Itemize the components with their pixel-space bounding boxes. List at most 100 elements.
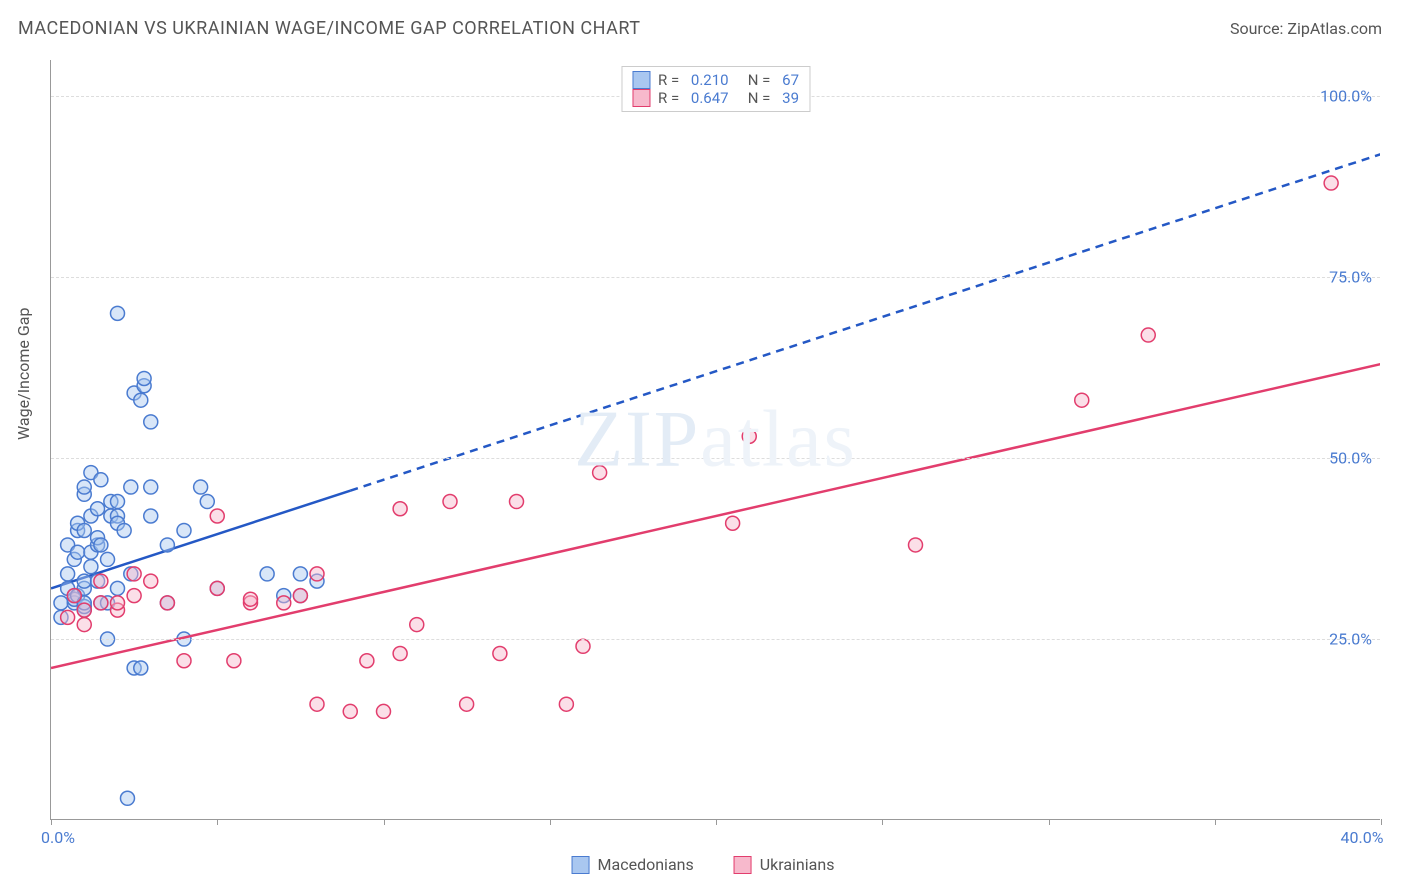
ukrainians-point — [293, 589, 307, 603]
ukrainians-point — [111, 596, 125, 610]
ukrainians-point — [742, 429, 756, 443]
ukrainians-point — [360, 654, 374, 668]
ukrainians-point — [210, 509, 224, 523]
series-swatch — [572, 856, 590, 874]
ukrainians-point — [160, 596, 174, 610]
bottom-legend: Macedonians Ukrainians — [572, 855, 835, 874]
macedonians-point — [177, 523, 191, 537]
r-label: R = — [658, 71, 683, 89]
macedonians-trendline-dashed — [350, 154, 1380, 491]
macedonians-point — [77, 574, 91, 588]
ukrainians-point — [1141, 328, 1155, 342]
x-tick — [882, 819, 883, 825]
ukrainians-point — [77, 618, 91, 632]
ukrainians-point — [61, 610, 75, 624]
legend-label: Ukrainians — [760, 855, 835, 874]
x-tick — [716, 819, 717, 825]
ukrainians-point — [443, 495, 457, 509]
ukrainians-point — [559, 697, 573, 711]
macedonians-point — [84, 560, 98, 574]
scatter-svg — [51, 60, 1380, 819]
macedonians-point — [160, 538, 174, 552]
ukrainians-point — [277, 596, 291, 610]
ukrainians-point — [460, 697, 474, 711]
macedonians-point — [111, 581, 125, 595]
macedonians-point — [91, 502, 105, 516]
ukrainians-point — [127, 589, 141, 603]
x-tick — [1381, 819, 1382, 825]
ukrainians-point — [393, 647, 407, 661]
ukrainians-point — [94, 574, 108, 588]
source-attribution: Source: ZipAtlas.com — [1230, 19, 1382, 38]
ukrainians-point — [94, 596, 108, 610]
macedonians-point — [137, 371, 151, 385]
stats-row: R = 0.210 N = 67 — [632, 71, 799, 89]
macedonians-point — [124, 480, 138, 494]
x-tick — [1215, 819, 1216, 825]
series-swatch — [734, 856, 752, 874]
legend-label: Macedonians — [598, 855, 694, 874]
macedonians-point — [260, 567, 274, 581]
ukrainians-point — [343, 704, 357, 718]
x-tick — [1049, 819, 1050, 825]
ukrainians-point — [1324, 176, 1338, 190]
chart-title: MACEDONIAN VS UKRAINIAN WAGE/INCOME GAP … — [18, 18, 640, 39]
ukrainians-point — [576, 639, 590, 653]
y-axis-label: Wage/Income Gap — [14, 308, 33, 440]
ukrainians-point — [127, 567, 141, 581]
x-tick — [51, 819, 52, 825]
stats-panel: R = 0.210 N = 67R = 0.647 N = 39 — [621, 66, 810, 112]
plot-area: ZIPatlas R = 0.210 N = 67R = 0.647 N = 3… — [50, 60, 1380, 820]
ukrainians-point — [177, 654, 191, 668]
y-tick-label: 25.0% — [1329, 630, 1372, 649]
ukrainians-trendline — [51, 364, 1380, 668]
macedonians-point — [293, 567, 307, 581]
r-label: R = — [658, 89, 683, 107]
n-value: 67 — [782, 71, 799, 89]
macedonians-point — [120, 791, 134, 805]
gridline — [51, 277, 1380, 278]
macedonians-point — [200, 495, 214, 509]
macedonians-point — [117, 523, 131, 537]
macedonians-point — [94, 538, 108, 552]
series-swatch — [632, 89, 650, 107]
macedonians-point — [77, 523, 91, 537]
ukrainians-point — [244, 592, 258, 606]
ukrainians-point — [144, 574, 158, 588]
macedonians-point — [71, 545, 85, 559]
legend-item: Ukrainians — [734, 855, 835, 874]
macedonians-point — [111, 495, 125, 509]
ukrainians-point — [726, 516, 740, 530]
macedonians-point — [101, 552, 115, 566]
x-tick — [550, 819, 551, 825]
ukrainians-point — [593, 466, 607, 480]
ukrainians-point — [227, 654, 241, 668]
y-tick-label: 50.0% — [1329, 449, 1372, 468]
n-label: N = — [737, 89, 775, 107]
y-tick-label: 75.0% — [1329, 268, 1372, 287]
x-tick — [384, 819, 385, 825]
macedonians-point — [94, 473, 108, 487]
stats-row: R = 0.647 N = 39 — [632, 89, 799, 107]
legend-item: Macedonians — [572, 855, 694, 874]
n-value: 39 — [782, 89, 799, 107]
ukrainians-point — [410, 618, 424, 632]
ukrainians-point — [393, 502, 407, 516]
gridline — [51, 639, 1380, 640]
macedonians-point — [144, 415, 158, 429]
ukrainians-point — [1075, 393, 1089, 407]
macedonians-point — [61, 567, 75, 581]
ukrainians-point — [67, 589, 81, 603]
gridline — [51, 458, 1380, 459]
x-tick-label: 0.0% — [41, 828, 75, 847]
ukrainians-point — [377, 704, 391, 718]
r-value: 0.647 — [691, 89, 729, 107]
x-tick — [217, 819, 218, 825]
ukrainians-point — [510, 495, 524, 509]
ukrainians-point — [210, 581, 224, 595]
y-tick-label: 100.0% — [1320, 87, 1372, 106]
ukrainians-point — [77, 603, 91, 617]
macedonians-point — [134, 661, 148, 675]
n-label: N = — [737, 71, 775, 89]
macedonians-point — [134, 393, 148, 407]
